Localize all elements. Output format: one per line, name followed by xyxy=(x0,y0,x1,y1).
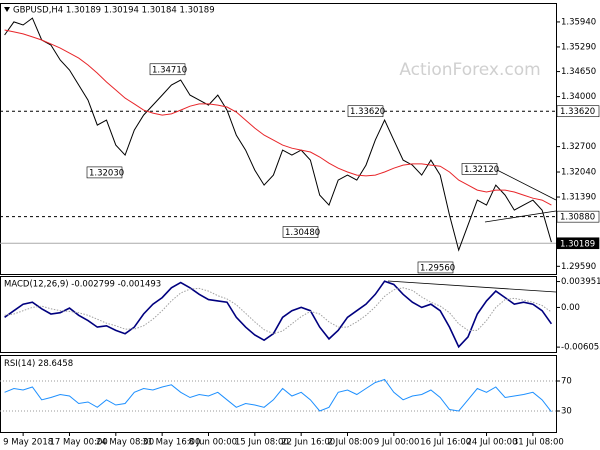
annotation-box xyxy=(461,163,498,175)
y-tick-label: 1.32040 xyxy=(561,168,596,178)
y-tick-label: 1.29590 xyxy=(561,262,596,272)
annotation-box xyxy=(347,105,384,118)
level-label: 1.30189 xyxy=(560,239,595,249)
series-line xyxy=(4,17,552,252)
level-label: 1.33620 xyxy=(560,107,595,117)
y-tick-label: 1.35940 xyxy=(561,17,596,27)
x-tick-label: 31 Jul 08:00 xyxy=(513,438,564,448)
level-box xyxy=(556,237,600,250)
y-tick-label: -0.006055 xyxy=(561,343,600,353)
level-box xyxy=(556,210,600,223)
y-tick-label: 30 xyxy=(561,407,572,417)
triangle-lower xyxy=(484,210,557,223)
main-frame xyxy=(0,3,557,275)
x-tick-label: 2 Jul 08:00 xyxy=(328,438,374,448)
x-tick-label: 24 Jul 00:00 xyxy=(467,438,518,448)
x-tick-label: 9 May 2018 xyxy=(3,438,53,448)
annotation-label: 1.29560 xyxy=(420,263,455,273)
triangle-upper xyxy=(496,169,557,201)
x-tick-label: 15 Jun 08:00 xyxy=(235,438,289,448)
trend-lines xyxy=(387,169,557,293)
x-tick-label: 24 May 08:00 xyxy=(96,438,154,448)
annotation-box xyxy=(417,261,454,274)
macd-frame xyxy=(0,276,557,353)
frames xyxy=(0,3,557,433)
annotation-label: 1.32030 xyxy=(89,168,124,178)
x-tick-label: 16 Jul 16:00 xyxy=(420,438,471,448)
x-tick-label: 22 Jun 16:00 xyxy=(281,438,335,448)
level-label: 1.30880 xyxy=(560,213,595,223)
y-tick-label: 1.35290 xyxy=(561,42,596,52)
title-icon xyxy=(4,7,10,12)
y-tick-label: 70 xyxy=(561,377,572,387)
y-tick-label: 0.003951 xyxy=(561,277,600,287)
panel-title: RSI(14) 28.6458 xyxy=(4,359,73,369)
series-line xyxy=(4,280,553,349)
x-tick-label: 17 May 00:00 xyxy=(49,438,107,448)
series-line xyxy=(4,287,552,335)
y-tick-label: 1.31390 xyxy=(561,193,596,203)
y-tick-label: 1.32700 xyxy=(561,142,596,152)
series-line xyxy=(4,378,552,413)
divergence-line xyxy=(387,280,557,293)
watermark: ActionForex.com xyxy=(399,60,540,80)
x-tick-label: 9 Jul 00:00 xyxy=(374,438,420,448)
y-tick-label: 1.34000 xyxy=(561,92,596,102)
annotation-label: 1.30480 xyxy=(285,228,320,238)
level-box xyxy=(556,105,600,118)
x-tick-label: 8 Jun 00:00 xyxy=(188,438,237,448)
x-tick-label: 31 May 16:00 xyxy=(142,438,200,448)
y-tick-label: 1.34650 xyxy=(561,67,596,77)
annotation-label: 1.34710 xyxy=(152,65,187,75)
annotation-box xyxy=(282,226,319,238)
panel-title: GBPUSD,H4 1.30189 1.30194 1.30184 1.3018… xyxy=(13,6,215,16)
series-line xyxy=(4,29,552,206)
rsi-frame xyxy=(0,355,557,433)
annotation-label: 1.32120 xyxy=(464,165,499,175)
annotation-box xyxy=(149,63,186,76)
annotation-box xyxy=(86,166,123,179)
panel-title: MACD(12,26,9) -0.002799 -0.001493 xyxy=(4,280,161,290)
annotation-label: 1.33620 xyxy=(350,107,385,117)
y-tick-label: 0.00 xyxy=(561,303,580,313)
